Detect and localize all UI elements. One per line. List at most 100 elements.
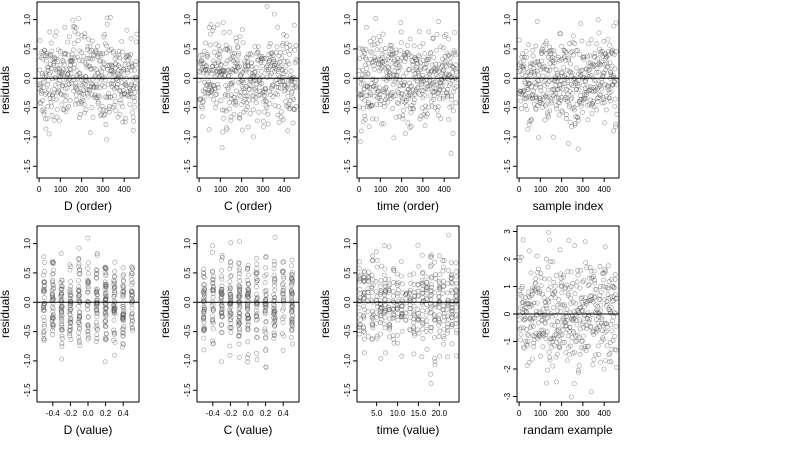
data-point: [201, 281, 206, 287]
data-point: [386, 284, 392, 289]
data-point: [261, 56, 267, 61]
data-point: [272, 275, 278, 281]
data-point: [529, 84, 535, 89]
data-point: [428, 292, 434, 298]
data-point: [210, 306, 216, 312]
data-point: [63, 109, 69, 114]
data-point: [81, 102, 87, 107]
data-point: [41, 288, 47, 294]
data-point: [610, 337, 616, 343]
data-point: [263, 55, 269, 61]
data-point: [411, 316, 416, 322]
data-point: [556, 343, 562, 349]
data-point: [400, 98, 405, 104]
data-point: [236, 283, 242, 288]
data-point: [378, 331, 383, 337]
data-point: [118, 75, 124, 80]
data-point: [578, 267, 583, 273]
data-point: [395, 69, 401, 74]
data-point: [400, 113, 406, 119]
data-point: [58, 54, 64, 60]
data-point: [425, 83, 430, 89]
data-point: [423, 290, 429, 296]
data-point: [532, 280, 538, 286]
data-point: [292, 60, 298, 66]
data-point: [120, 283, 126, 289]
data-point: [374, 257, 380, 263]
x-tick-label: 5.0: [371, 409, 383, 418]
data-point: [449, 341, 455, 347]
data-point: [128, 36, 134, 41]
data-point: [590, 328, 596, 334]
data-point: [558, 95, 564, 100]
data-point: [388, 43, 394, 48]
x-tick-label: 0: [37, 185, 42, 194]
data-point: [374, 264, 380, 270]
y-axis-label: residuals: [158, 66, 172, 114]
data-point: [379, 52, 385, 58]
data-point: [584, 323, 590, 328]
data-point: [103, 94, 108, 100]
data-point: [271, 258, 277, 264]
data-point: [611, 333, 617, 339]
data-point: [422, 123, 428, 129]
data-point: [548, 48, 553, 54]
data-point: [237, 315, 243, 321]
data-point: [120, 340, 126, 346]
x-tick-label: 0: [357, 185, 362, 194]
data-point: [281, 89, 287, 94]
data-point: [361, 325, 367, 331]
data-point: [547, 108, 553, 114]
data-point: [202, 306, 208, 311]
data-point: [205, 67, 210, 73]
data-point: [563, 349, 569, 355]
data-point: [594, 310, 600, 316]
data-point: [76, 334, 82, 340]
data-point: [614, 295, 620, 301]
data-point: [59, 308, 64, 313]
data-point: [399, 91, 405, 97]
data-point: [532, 68, 537, 74]
data-point: [292, 83, 298, 89]
data-point: [274, 44, 280, 50]
y-tick-label: 1.0: [183, 237, 192, 249]
data-point: [61, 59, 67, 65]
data-point: [555, 308, 560, 314]
data-point: [75, 38, 81, 43]
data-point: [558, 333, 564, 339]
data-point: [591, 357, 597, 362]
data-point: [417, 92, 423, 97]
data-point: [448, 260, 454, 265]
data-point: [554, 72, 560, 78]
data-point: [42, 279, 47, 285]
data-point: [86, 77, 91, 82]
y-axis-label: residuals: [158, 290, 172, 338]
data-point: [83, 87, 89, 92]
data-point: [361, 86, 367, 91]
data-point: [76, 278, 82, 283]
data-point: [97, 94, 102, 100]
data-point: [554, 106, 560, 111]
data-point: [224, 125, 229, 131]
data-point: [567, 343, 573, 349]
data-point: [557, 100, 562, 106]
data-point: [41, 106, 46, 112]
data-point: [271, 310, 277, 315]
data-point: [612, 272, 618, 277]
data-point: [217, 54, 223, 60]
y-tick-label: 3: [503, 229, 512, 234]
data-point: [65, 52, 71, 58]
data-point: [271, 335, 277, 341]
data-point: [527, 325, 533, 330]
data-point: [203, 40, 209, 46]
data-point: [272, 261, 277, 267]
data-point: [236, 327, 242, 333]
data-point: [272, 287, 278, 293]
data-point: [609, 63, 615, 69]
data-point: [76, 317, 82, 323]
data-point: [378, 309, 383, 315]
data-point: [440, 341, 446, 347]
data-point: [588, 37, 594, 43]
data-point: [61, 81, 66, 86]
data-point: [604, 343, 610, 349]
